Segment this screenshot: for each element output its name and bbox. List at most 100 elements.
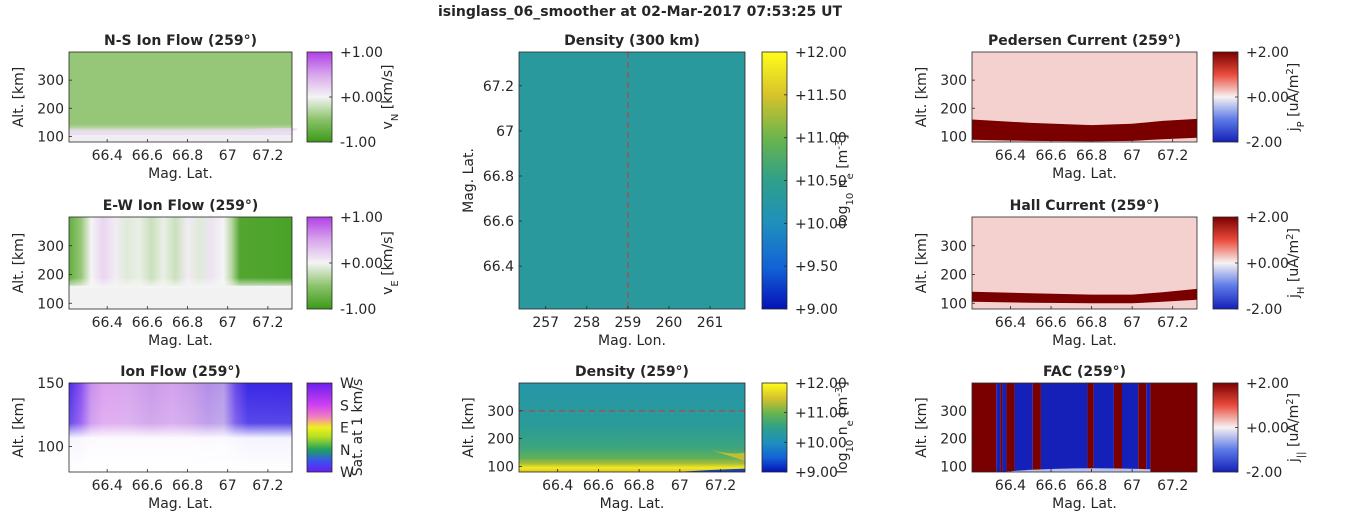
- colorbar-tick-label: +9.00: [795, 465, 838, 481]
- x-tick-label: 66.4: [92, 315, 123, 331]
- colorbar-tick-label: +10.00: [795, 216, 847, 232]
- chart-title: Density (259°): [575, 364, 689, 380]
- x-tick-label: 67.2: [252, 478, 283, 494]
- y-axis-label: Alt. [km]: [914, 233, 930, 294]
- x-axis-label: Mag. Lat.: [148, 333, 213, 349]
- x-tick-label: 67: [1123, 478, 1141, 494]
- y-tick-label: 200: [487, 432, 514, 448]
- colorbar: [1212, 51, 1239, 143]
- colorbar-label: Sat. at 1 km/s: [350, 379, 366, 477]
- x-tick-label: 67.2: [705, 478, 736, 494]
- y-tick-label: 100: [487, 459, 514, 475]
- x-tick-label: 66.8: [1076, 148, 1107, 164]
- x-axis-label: Mag. Lat.: [1052, 496, 1117, 512]
- x-tick-label: 66.6: [132, 315, 163, 331]
- colorbar-tick-label: +12.00: [795, 376, 847, 392]
- fac-column: [1138, 383, 1147, 472]
- chart-title: Pedersen Current (259°): [988, 33, 1181, 49]
- axes-box: [518, 382, 746, 473]
- fac-column: [1087, 383, 1094, 472]
- colorbar-tick-label: +9.50: [795, 259, 838, 275]
- heatmap-feature: [710, 449, 745, 461]
- y-tick-label: 100: [940, 459, 967, 475]
- fac-column: [1150, 383, 1197, 472]
- chart-title: N-S Ion Flow (259°): [104, 33, 257, 49]
- x-tick-label: 66.8: [172, 478, 203, 494]
- heatmap-field: [519, 52, 745, 309]
- y-tick-label: 66.4: [483, 259, 514, 275]
- x-tick-label: 67.2: [1157, 315, 1188, 331]
- x-tick-label: 66.6: [132, 478, 163, 494]
- x-tick-label: 261: [697, 315, 724, 331]
- x-tick-label: 259: [615, 315, 642, 331]
- x-tick-label: 66.6: [1035, 148, 1066, 164]
- axes-box: [68, 382, 293, 473]
- colorbar-label: vE [km/s]: [380, 231, 401, 295]
- y-tick-label: 100: [37, 440, 64, 456]
- heatmap-transition: [69, 125, 292, 133]
- x-tick-label: 66.8: [624, 478, 655, 494]
- x-tick-label: 67: [219, 315, 237, 331]
- colorbar-tick-label: -2.00: [1246, 135, 1282, 151]
- y-axis-label: Mag. Lat.: [461, 148, 477, 213]
- ns_ion_flow-panel: 66.4 66.6 66.8 67 67.2 100 200 300 N-S Ion Flow …: [11, 33, 401, 182]
- x-axis-label: Mag. Lat.: [600, 496, 665, 512]
- y-axis-label: Alt. [km]: [11, 397, 27, 458]
- pedersen_current-panel: 66.4 66.6 66.8 67 67.2 100 200 300 Pedersen Curr…: [914, 33, 1307, 182]
- axes-box: [68, 51, 293, 143]
- colorbar-tick-label: E: [340, 421, 349, 437]
- figure-title: isinglass_06_smoother at 02-Mar-2017 07:…: [438, 4, 843, 20]
- fac-column: [996, 383, 1001, 472]
- y-tick-label: 67: [496, 124, 514, 140]
- chart-title: E-W Ion Flow (259°): [103, 198, 259, 214]
- y-tick-label: 300: [37, 239, 64, 255]
- x-tick-label: 67.2: [1157, 148, 1188, 164]
- fac-column: [1040, 383, 1088, 472]
- colorbar-tick-label: +12.00: [795, 45, 847, 61]
- y-tick-label: 100: [37, 129, 64, 145]
- fac-lower-feature: [1006, 468, 1151, 472]
- y-tick-label: 100: [940, 296, 967, 312]
- heatmap-transition: [69, 277, 292, 290]
- colorbar-tick-label: +2.00: [1246, 45, 1289, 61]
- fac-column: [1014, 383, 1033, 472]
- x-axis-label: Mag. Lat.: [1052, 333, 1117, 349]
- x-tick-label: 257: [532, 315, 559, 331]
- y-tick-label: 66.8: [483, 169, 514, 185]
- x-tick-label: 66.8: [1076, 478, 1107, 494]
- colorbar: [761, 51, 788, 310]
- colorbar-tick-label: +0.00: [1246, 421, 1289, 437]
- x-tick-label: 67: [219, 148, 237, 164]
- chart-title: Ion Flow (259°): [120, 364, 240, 380]
- fac-column: [1000, 383, 1003, 472]
- fac-column: [1093, 383, 1114, 472]
- chart-title: Hall Current (259°): [1010, 198, 1160, 214]
- heatmap-upper: [69, 52, 292, 126]
- colorbar-tick-label: +2.00: [1246, 376, 1289, 392]
- colorbar-tick-label: +0.00: [1246, 256, 1289, 272]
- hall_current-panel: 66.4 66.6 66.8 67 67.2 100 200 300 Hall Current …: [914, 198, 1307, 349]
- x-tick-label: 67: [1123, 148, 1141, 164]
- colorbar-tick-label: +1.00: [340, 210, 383, 226]
- colorbar-tick-label: -1.00: [340, 135, 376, 151]
- x-tick-label: 67: [219, 478, 237, 494]
- colorbar-tick-label: -1.00: [340, 302, 376, 318]
- x-tick-label: 66.8: [1076, 315, 1107, 331]
- x-tick-label: 66.8: [172, 315, 203, 331]
- fac-column: [1113, 383, 1122, 472]
- y-tick-label: 300: [940, 73, 967, 89]
- x-tick-label: 258: [573, 315, 600, 331]
- colorbar-label: log10 ne [m-3]: [834, 134, 856, 227]
- density_300km-panel: 257 258 259 260 261 66.4 66.6 66.8 67 67.2 Density…: [461, 33, 856, 349]
- y-axis-label: Alt. [km]: [11, 233, 27, 294]
- x-tick-label: 66.4: [92, 148, 123, 164]
- fac-column: [1032, 383, 1041, 472]
- y-tick-label: 100: [37, 296, 64, 312]
- x-tick-label: 66.4: [995, 478, 1026, 494]
- colorbar-tick-label: +10.00: [795, 435, 847, 451]
- y-tick-label: 300: [940, 239, 967, 255]
- colorbar-label: jP [uA/m2]: [1285, 63, 1307, 132]
- x-tick-label: 66.6: [1035, 315, 1066, 331]
- colorbar: [1212, 382, 1239, 473]
